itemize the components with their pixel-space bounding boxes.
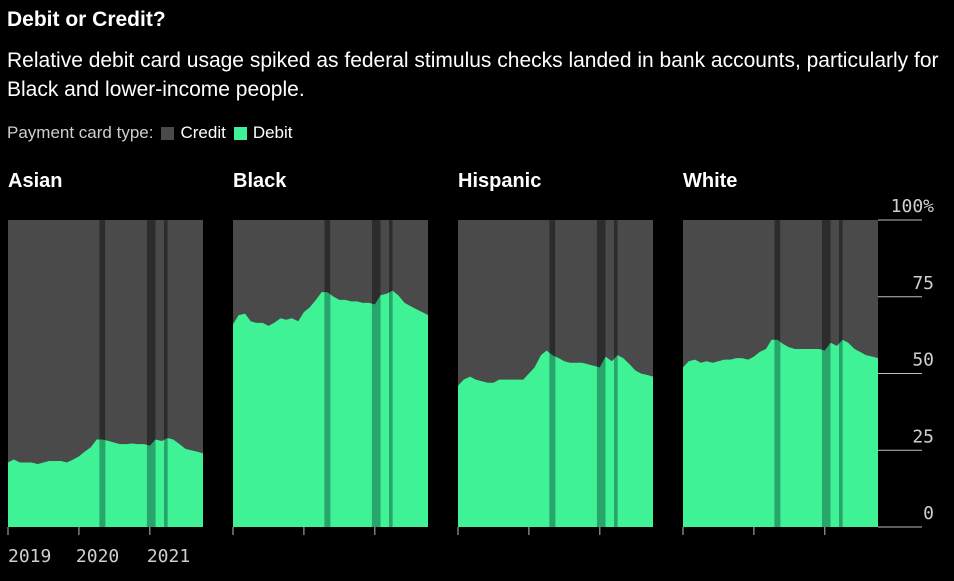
stimulus-band-credit-asian-1	[146, 220, 156, 527]
stimulus-band-debit-hispanic-2	[614, 350, 618, 527]
stimulus-band-debit-black-0	[324, 290, 331, 527]
x-tick-label-2: 2021	[147, 546, 190, 567]
legend-credit-swatch	[161, 126, 175, 140]
x-tick-label-0: 2019	[8, 546, 51, 567]
stimulus-band-debit-hispanic-0	[549, 350, 556, 527]
stimulus-band-debit-white-2	[839, 339, 843, 527]
stimulus-band-debit-asian-2	[164, 437, 168, 527]
stimulus-band-debit-asian-0	[99, 437, 106, 527]
stimulus-band-debit-white-0	[774, 339, 781, 527]
stimulus-band-debit-black-2	[389, 290, 393, 527]
legend-debit-label: Debit	[252, 123, 293, 142]
chart-title: Debit or Credit?	[7, 8, 166, 31]
y-tick-label-4: 0	[923, 503, 934, 524]
debit-area-black	[233, 290, 428, 527]
stimulus-band-credit-asian-0	[99, 220, 106, 527]
stimulus-band-debit-black-1	[371, 290, 381, 527]
stimulus-band-credit-asian-2	[164, 220, 168, 527]
y-tick-label-3: 25	[912, 426, 934, 447]
legend-debit-swatch	[233, 126, 247, 140]
panel-title-white: White	[683, 170, 737, 192]
legend: Payment card type: Credit Debit	[7, 123, 293, 143]
panel-title-hispanic: Hispanic	[458, 170, 541, 192]
y-tick-label-2: 50	[912, 350, 934, 371]
x-tick-label-1: 2020	[76, 546, 119, 567]
legend-credit-label: Credit	[180, 123, 226, 142]
y-tick-label-1: 75	[912, 273, 934, 294]
panel-title-asian: Asian	[8, 170, 62, 192]
debit-area-white	[683, 339, 878, 527]
stimulus-band-debit-hispanic-1	[596, 350, 606, 527]
chart-subtitle: Relative debit card usage spiked as fede…	[7, 49, 939, 101]
stimulus-band-debit-asian-1	[146, 437, 156, 527]
y-tick-label-0: 100%	[891, 196, 935, 217]
panel-title-black: Black	[233, 170, 287, 192]
stimulus-band-debit-white-1	[821, 339, 831, 527]
legend-prefix: Payment card type:	[7, 123, 154, 142]
